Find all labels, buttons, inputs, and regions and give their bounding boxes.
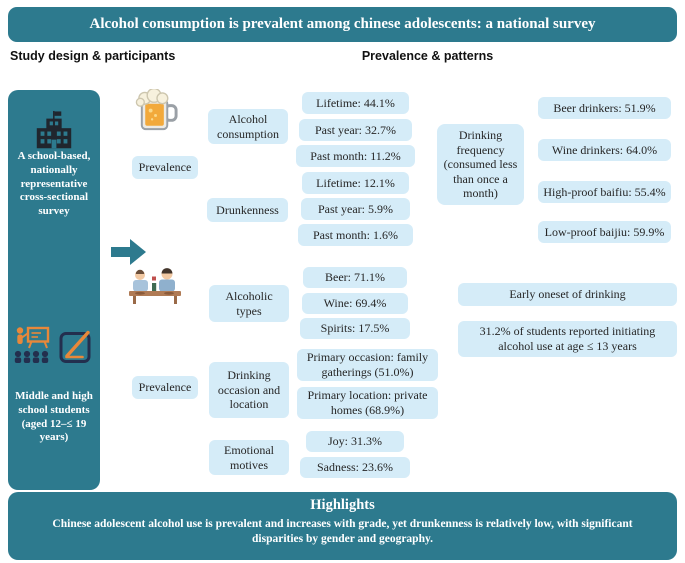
stat-box: Beer drinkers: 51.9% <box>538 97 671 119</box>
stat-box: Primary location: private homes (68.9%) <box>297 387 438 419</box>
category-drinking-occasion: Drinking occasion and location <box>209 362 289 418</box>
beer-mug-icon <box>135 89 178 131</box>
stat-box: Past month: 1.6% <box>298 224 413 246</box>
drinking-frequency-box: Drinking frequency (consumed less than o… <box>437 124 524 205</box>
early-onset-title-box: Early oneset of drinking <box>458 283 677 306</box>
category-drunkenness: Drunkenness <box>207 198 288 222</box>
stat-box: Wine: 69.4% <box>302 293 408 314</box>
early-onset-detail-box: 31.2% of students reported initiating al… <box>458 321 677 357</box>
writing-icon <box>59 330 91 363</box>
study-design-text: A school-based, nationally representativ… <box>17 150 91 217</box>
stat-box: Wine drinkers: 64.0% <box>538 139 671 161</box>
stat-box: Lifetime: 12.1% <box>302 172 409 194</box>
category-alcohol-consumption: Alcohol consumption <box>208 109 288 144</box>
classroom-icon <box>14 326 50 363</box>
stat-box: Past month: 11.2% <box>296 145 415 167</box>
participants-text: Middle and high school students (aged 12… <box>15 390 93 444</box>
section-header-prevalence: Prevalence & patterns <box>361 49 494 63</box>
highlights-banner: Highlights Chinese adolescent alcohol us… <box>8 492 677 560</box>
highlights-title: Highlights <box>310 497 375 513</box>
stat-box: High-proof baifiu: 55.4% <box>538 181 671 203</box>
people-drinking-icon <box>129 268 181 304</box>
study-design-panel: A school-based, nationally representativ… <box>8 90 100 490</box>
stat-box: Lifetime: 44.1% <box>302 92 409 114</box>
stat-box: Joy: 31.3% <box>306 431 404 452</box>
stat-box: Primary occasion: family gatherings (51.… <box>297 349 438 381</box>
stat-box: Sadness: 23.6% <box>300 457 410 478</box>
stat-box: Past year: 32.7% <box>299 119 412 141</box>
stat-box: Low-proof baijiu: 59.9% <box>538 221 671 243</box>
school-building-icon <box>36 110 72 149</box>
prevalence-label-bottom: Prevalence <box>132 376 198 399</box>
category-alcoholic-types: Alcoholic types <box>209 285 289 322</box>
flow-arrow-icon <box>111 239 146 265</box>
stat-box: Past year: 5.9% <box>301 198 410 220</box>
stat-box: Beer: 71.1% <box>303 267 407 288</box>
highlights-text: Chinese adolescent alcohol use is preval… <box>52 518 633 545</box>
prevalence-label-top: Prevalence <box>132 156 198 179</box>
category-emotional-motives: Emotional motives <box>209 440 289 475</box>
page-title: Alcohol consumption is prevalent among c… <box>89 16 596 32</box>
title-banner: Alcohol consumption is prevalent among c… <box>8 7 677 42</box>
section-header-study-design: Study design & participants <box>10 49 176 63</box>
stat-box: Spirits: 17.5% <box>300 318 410 339</box>
